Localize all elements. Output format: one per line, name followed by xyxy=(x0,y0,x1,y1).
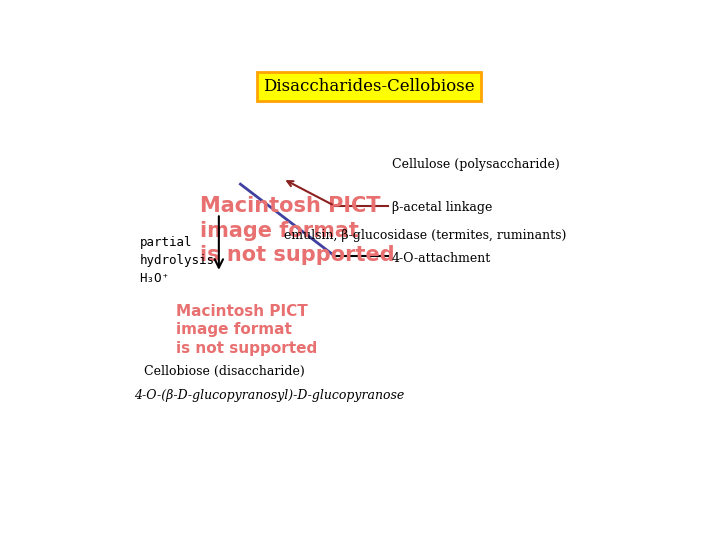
Text: emulsin, β-glucosidase (termites, ruminants): emulsin, β-glucosidase (termites, rumina… xyxy=(284,230,567,242)
Text: partial
hydrolysis
H₃O⁺: partial hydrolysis H₃O⁺ xyxy=(140,236,215,285)
Text: 4-O-(β-D-glucopyranosyl)-D-glucopyranose: 4-O-(β-D-glucopyranosyl)-D-glucopyranose xyxy=(134,389,405,402)
Text: Macintosh PICT
image format
is not supported: Macintosh PICT image format is not suppo… xyxy=(199,195,395,265)
Text: 4-O-attachment: 4-O-attachment xyxy=(392,252,491,265)
Text: Macintosh PICT
image format
is not supported: Macintosh PICT image format is not suppo… xyxy=(176,303,318,356)
Text: Cellobiose (disaccharide): Cellobiose (disaccharide) xyxy=(144,364,305,378)
Text: Disaccharides-Cellobiose: Disaccharides-Cellobiose xyxy=(264,78,474,95)
Text: β-acetal linkage: β-acetal linkage xyxy=(392,201,492,214)
Text: Cellulose (polysaccharide): Cellulose (polysaccharide) xyxy=(392,158,560,171)
